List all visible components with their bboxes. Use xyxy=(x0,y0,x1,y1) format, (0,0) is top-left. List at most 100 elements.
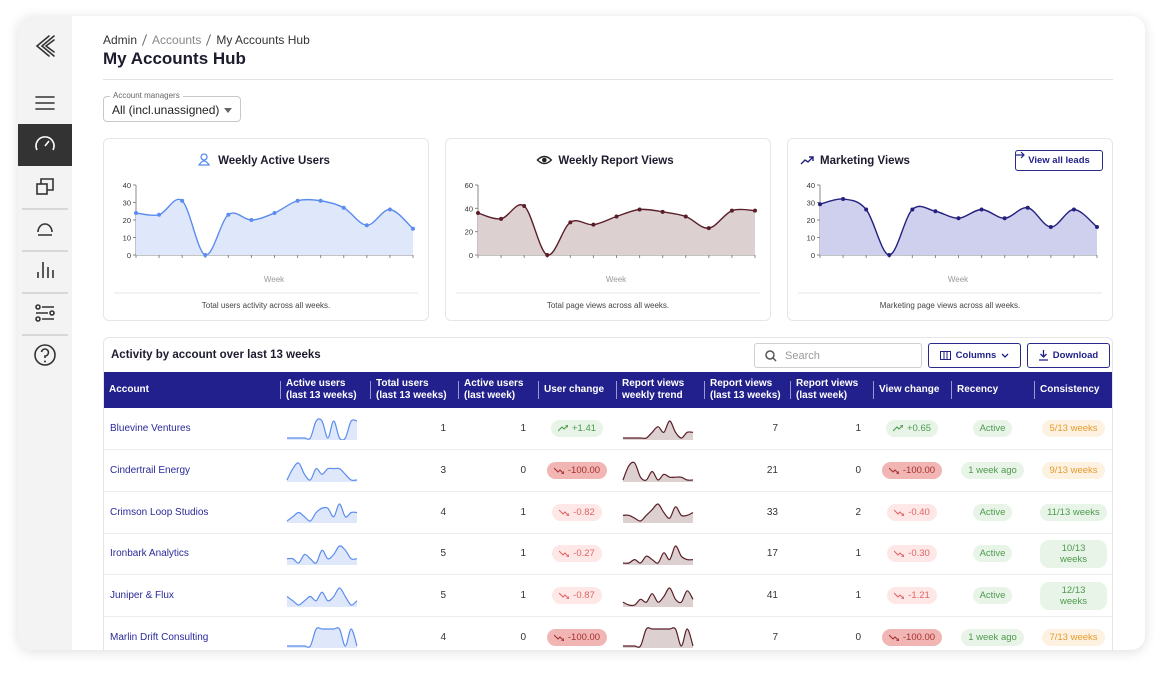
point xyxy=(591,222,596,227)
views-13-weeks: 7 xyxy=(704,616,790,650)
crumb[interactable]: Accounts xyxy=(152,33,202,47)
user-change-cell: -0.87 xyxy=(538,574,616,617)
search-placeholder: Search xyxy=(785,349,820,362)
spark-area xyxy=(287,504,357,524)
change-value: -1.21 xyxy=(908,590,930,602)
views-last-week: 0 xyxy=(790,449,873,492)
icon xyxy=(536,155,553,165)
consistency-cell: 5/13 weeks xyxy=(1034,408,1112,451)
views-trend-cell xyxy=(616,574,704,617)
nav-icon[interactable] xyxy=(37,223,53,236)
change-value: -0.27 xyxy=(573,548,595,560)
table-row[interactable]: Bluevine Ventures 1 1 +1.41 7 1 +0.65 Active 5/1… xyxy=(104,408,1112,451)
views-13-weeks: 33 xyxy=(704,491,790,534)
nav-icon[interactable] xyxy=(36,183,48,195)
chart-caption: Total page views across all weeks. xyxy=(547,301,669,310)
menu-icon[interactable] xyxy=(35,96,55,110)
consistency-cell: 11/13 weeks xyxy=(1034,491,1112,534)
point xyxy=(226,212,231,217)
icon xyxy=(888,467,899,475)
account-name[interactable]: Cindertrail Energy xyxy=(104,449,280,492)
nav-icon[interactable] xyxy=(37,262,54,278)
change-value: -100.00 xyxy=(567,631,601,643)
chart-title: Weekly Report Views xyxy=(558,155,673,167)
change-value: -100.00 xyxy=(902,631,936,643)
download-button[interactable]: Download xyxy=(1027,343,1110,368)
table-row[interactable]: Juniper & Flux 5 1 -0.87 41 1 -1.21 Active 12/13… xyxy=(104,574,1112,617)
select-label: Account managers xyxy=(110,91,183,100)
area xyxy=(136,199,413,256)
column-header[interactable]: Active users (last 13 weeks) xyxy=(280,372,370,408)
column-header[interactable]: View change xyxy=(873,372,951,408)
column-header[interactable]: User change xyxy=(538,372,616,408)
column-header[interactable]: Report views (last week) xyxy=(790,372,873,408)
change-value: -0.30 xyxy=(908,548,930,560)
column-header[interactable]: Active users (last week) xyxy=(458,372,538,408)
account-name[interactable]: Juniper & Flux xyxy=(104,574,280,617)
active-trend-cell xyxy=(280,491,370,534)
columns-button[interactable]: Columns xyxy=(928,343,1021,368)
account-name[interactable]: Crimson Loop Studios xyxy=(104,491,280,534)
y-tick-label: 30 xyxy=(807,199,815,208)
active-trend-cell xyxy=(280,533,370,576)
table-row[interactable]: Marlin Drift Consulting 4 0 -100.00 7 0 -100.0… xyxy=(104,616,1112,650)
point xyxy=(499,216,504,221)
point xyxy=(637,207,642,212)
point xyxy=(522,204,527,208)
change-badge: -1.21 xyxy=(887,587,937,605)
account-name[interactable]: Marlin Drift Consulting xyxy=(104,616,280,650)
nav-icon[interactable] xyxy=(35,304,55,322)
column-header[interactable]: Recency xyxy=(951,372,1034,408)
views-last-week: 1 xyxy=(790,408,873,451)
account-name[interactable]: Bluevine Ventures xyxy=(104,408,280,451)
crumb: My Accounts Hub xyxy=(216,33,310,47)
views-last-week: 1 xyxy=(790,533,873,576)
column-header[interactable]: Report views weekly trend xyxy=(616,372,704,408)
column-header[interactable]: Consistency xyxy=(1034,372,1112,408)
sparkline xyxy=(622,419,694,440)
icon xyxy=(800,156,814,165)
arrow-icon xyxy=(1016,151,1025,159)
icon xyxy=(553,467,564,475)
views-trend-cell xyxy=(616,616,704,650)
recency-badge: Active xyxy=(972,545,1013,563)
table-row[interactable]: Ironbark Analytics 5 1 -0.27 17 1 -0.30 Active 1… xyxy=(104,533,1112,576)
search-box[interactable]: Search xyxy=(754,343,922,368)
table-row[interactable]: Cindertrail Energy 3 0 -100.00 21 0 -100.00 1 w… xyxy=(104,449,1112,492)
spark-area xyxy=(287,545,357,565)
sparkline xyxy=(622,627,694,649)
table-row[interactable]: Crimson Loop Studios 4 1 -0.82 33 2 -0.40 Activ… xyxy=(104,491,1112,534)
sparkline xyxy=(622,587,694,607)
change-badge: +0.65 xyxy=(885,420,939,438)
point xyxy=(272,211,277,215)
caret xyxy=(224,108,232,113)
column-header[interactable]: Account xyxy=(104,372,280,408)
recency-badge: 1 week ago xyxy=(961,462,1024,480)
manager-select[interactable]: Account managers All (incl.unassigned) xyxy=(103,91,241,122)
point xyxy=(910,207,915,212)
account-name[interactable]: Ironbark Analytics xyxy=(104,533,280,576)
icon xyxy=(542,157,547,163)
point xyxy=(1095,225,1099,229)
trend-down-icon xyxy=(559,509,570,516)
y-tick-label: 10 xyxy=(807,234,815,243)
spark-area xyxy=(623,545,693,565)
point xyxy=(864,207,869,212)
sparkline xyxy=(622,461,694,482)
y-tick-label: 10 xyxy=(123,234,131,243)
column-header[interactable]: Report views (last 13 weeks) xyxy=(704,372,790,408)
logo xyxy=(35,35,55,57)
view-change-cell: -0.30 xyxy=(873,533,951,576)
point xyxy=(364,223,369,228)
trend-down-icon xyxy=(888,467,899,475)
views-last-week: 2 xyxy=(790,491,873,534)
point xyxy=(1048,225,1053,229)
column-header[interactable]: Total users (last 13 weeks) xyxy=(370,372,458,408)
area xyxy=(820,198,1097,255)
leads-button[interactable]: View all leads xyxy=(1015,150,1103,171)
help-icon[interactable] xyxy=(34,344,56,366)
columns-icon xyxy=(939,351,951,360)
crumb[interactable]: Admin xyxy=(103,33,138,47)
user-change-cell: -100.00 xyxy=(538,616,616,650)
icon xyxy=(197,160,211,166)
